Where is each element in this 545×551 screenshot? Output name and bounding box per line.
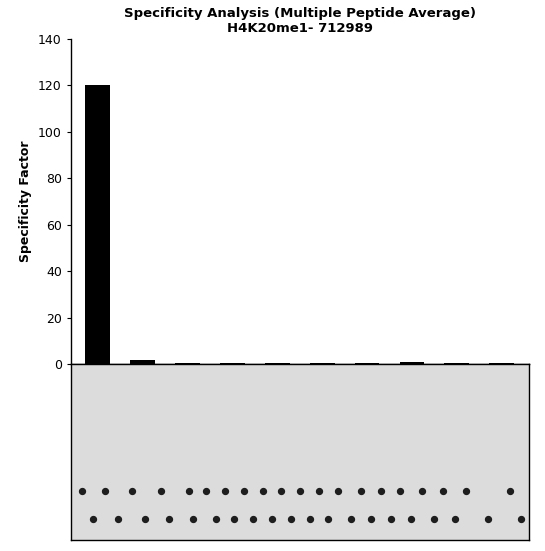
Point — [517, 515, 526, 523]
Point — [258, 487, 267, 495]
Point — [277, 487, 286, 495]
Point — [462, 487, 470, 495]
Bar — [265, 363, 289, 365]
Point — [89, 515, 98, 523]
Point — [484, 515, 493, 523]
Point — [165, 515, 174, 523]
Point — [314, 487, 323, 495]
Point — [387, 515, 396, 523]
Point — [305, 515, 314, 523]
Point — [377, 487, 386, 495]
Point — [230, 515, 239, 523]
Point — [211, 515, 220, 523]
Point — [128, 487, 137, 495]
Point — [221, 487, 229, 495]
Point — [114, 515, 123, 523]
Point — [367, 515, 376, 523]
Point — [141, 515, 150, 523]
Bar — [310, 363, 335, 365]
Point — [451, 515, 460, 523]
Point — [506, 487, 514, 495]
Title: Specificity Analysis (Multiple Peptide Average)
H4K20me1- 712989: Specificity Analysis (Multiple Peptide A… — [124, 7, 476, 35]
X-axis label: Modification: Modification — [251, 447, 348, 462]
Y-axis label: Specificity Factor: Specificity Factor — [20, 141, 32, 262]
Point — [77, 487, 86, 495]
Point — [240, 487, 249, 495]
Bar — [355, 363, 379, 365]
Bar — [175, 363, 200, 365]
Point — [156, 487, 165, 495]
Point — [429, 515, 438, 523]
Point — [347, 515, 355, 523]
Point — [249, 515, 257, 523]
Bar — [445, 363, 469, 365]
Point — [189, 515, 197, 523]
Point — [439, 487, 448, 495]
Bar — [220, 363, 245, 365]
Point — [396, 487, 405, 495]
Point — [334, 487, 342, 495]
Point — [185, 487, 193, 495]
Bar — [489, 363, 514, 365]
Point — [287, 515, 295, 523]
Point — [407, 515, 416, 523]
Point — [268, 515, 277, 523]
Point — [324, 515, 332, 523]
Point — [296, 487, 305, 495]
Point — [357, 487, 366, 495]
Bar — [86, 85, 110, 365]
Point — [418, 487, 427, 495]
Point — [202, 487, 211, 495]
Bar — [399, 362, 425, 365]
Bar — [130, 360, 155, 365]
Point — [100, 487, 109, 495]
